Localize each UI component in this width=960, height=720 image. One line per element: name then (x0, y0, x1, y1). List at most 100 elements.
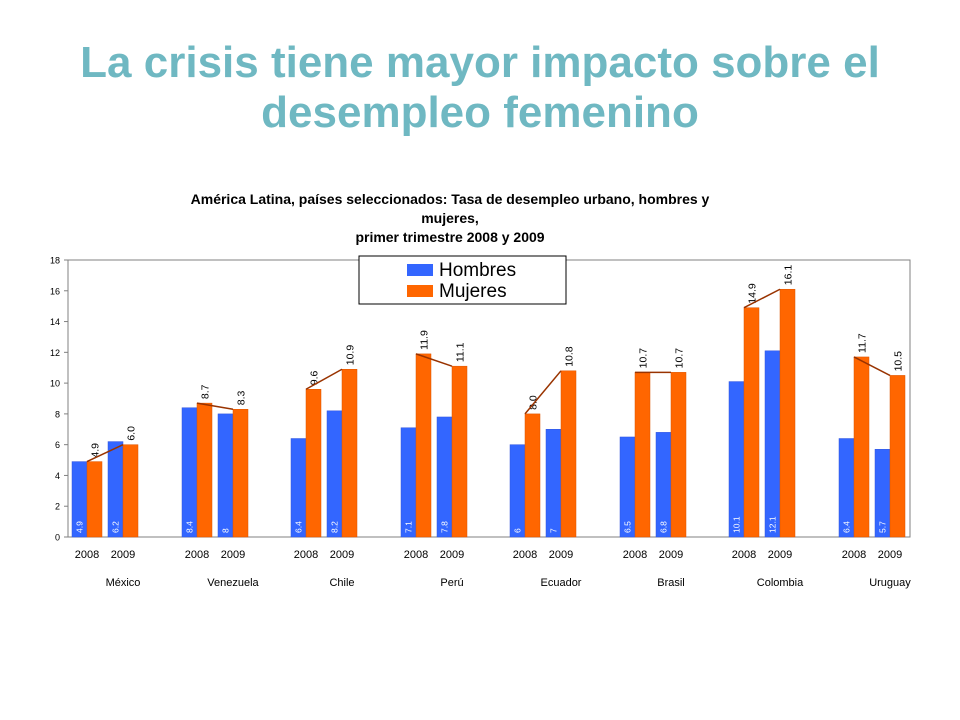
data-label-hombres: 6.4 (842, 521, 852, 533)
slide-title-line-2: desempleo femenino (261, 88, 699, 137)
legend-label-hombres: Hombres (439, 260, 516, 281)
x-country-label: Venezuela (207, 577, 259, 589)
trend-line-mujeres (196, 402, 234, 411)
bar-hombres (545, 429, 562, 538)
x-year-label: 2009 (330, 549, 354, 561)
data-label-mujeres: 10.8 (564, 346, 576, 367)
bar-mujeres (889, 375, 906, 538)
trend-line-mujeres (415, 353, 453, 367)
x-country-label: México (106, 577, 141, 589)
data-label-hombres: 8.2 (330, 521, 340, 533)
y-tick-label: 4 (55, 471, 60, 481)
data-label-mujeres: 10.9 (345, 345, 357, 366)
x-year-label: 2008 (842, 549, 866, 561)
trend-line-mujeres (743, 288, 781, 309)
data-label-mujeres: 16.1 (783, 265, 795, 286)
data-label-hombres: 12.1 (768, 516, 778, 533)
bar-mujeres (232, 409, 249, 538)
y-tick-label: 12 (50, 348, 60, 358)
data-label-hombres: 7.1 (404, 521, 414, 533)
data-label-hombres: 7 (549, 528, 559, 533)
bar-mujeres (743, 307, 760, 538)
x-year-label: 2008 (513, 549, 537, 561)
x-year-label: 2009 (221, 549, 245, 561)
trend-line-mujeres (86, 443, 124, 463)
bar-mujeres (415, 353, 432, 538)
bar-mujeres (779, 288, 796, 538)
bar-mujeres (451, 365, 468, 538)
bar-mujeres (341, 369, 358, 538)
bar-hombres (217, 413, 234, 538)
x-country-label: Ecuador (541, 577, 582, 589)
y-tick-label: 2 (55, 502, 60, 512)
y-tick-label: 10 (50, 379, 60, 389)
x-year-label: 2008 (404, 549, 428, 561)
data-label-hombres: 6.2 (111, 521, 121, 533)
data-label-hombres: 7.8 (440, 521, 450, 533)
bar-mujeres (853, 356, 870, 538)
data-label-mujeres: 8.3 (236, 391, 248, 406)
chart-title-line-2: mujeres, (421, 210, 479, 226)
y-tick-label: 18 (50, 256, 60, 266)
data-label-hombres: 4.9 (75, 521, 85, 533)
bar-mujeres (305, 389, 322, 538)
legend-box (358, 255, 567, 305)
x-year-label: 2009 (768, 549, 792, 561)
data-label-mujeres: 8.7 (200, 384, 212, 399)
data-label-mujeres: 10.7 (674, 348, 686, 369)
legend-label-mujeres: Mujeres (439, 281, 507, 302)
y-tick-label: 8 (55, 409, 60, 419)
chart-title-line-1: América Latina, países seleccionados: Ta… (190, 191, 710, 207)
data-label-hombres: 6 (513, 528, 523, 533)
chart-title-line-3: primer trimestre 2008 y 2009 (355, 229, 545, 245)
slide-title: La crisis tiene mayor impacto sobre el d… (0, 38, 960, 138)
bar-mujeres (196, 402, 213, 538)
bar-mujeres (634, 372, 651, 538)
slide-title-line-1: La crisis tiene mayor impacto sobre el (80, 38, 880, 87)
x-country-label: Chile (329, 577, 354, 589)
bar-hombres (326, 410, 343, 538)
bar-hombres (436, 416, 453, 538)
bar-hombres (764, 350, 781, 538)
data-label-mujeres: 9.6 (309, 371, 321, 386)
legend-swatch-mujeres (407, 285, 433, 297)
x-year-label: 2009 (659, 549, 683, 561)
bar-mujeres (86, 461, 103, 538)
data-label-hombres: 10.1 (732, 516, 742, 533)
data-label-mujeres: 10.5 (893, 351, 905, 372)
data-label-mujeres: 11.9 (419, 330, 431, 350)
x-year-label: 2008 (75, 549, 99, 561)
data-label-hombres: 8.4 (185, 521, 195, 533)
x-country-label: Perú (440, 577, 463, 589)
data-label-mujeres: 6.0 (126, 426, 138, 441)
y-tick-label: 6 (55, 440, 60, 450)
data-label-mujeres: 10.7 (638, 348, 650, 369)
data-label-hombres: 6.5 (623, 521, 633, 533)
bar-mujeres (524, 413, 541, 538)
x-year-label: 2008 (623, 549, 647, 561)
chart-title: América Latina, países seleccionados: Ta… (150, 190, 750, 247)
bar-mujeres (560, 370, 577, 538)
data-label-hombres: 5.7 (878, 521, 888, 533)
trend-line-mujeres (853, 356, 891, 377)
data-label-mujeres: 11.7 (857, 333, 869, 353)
y-tick-label: 0 (55, 533, 60, 543)
x-country-label: Colombia (757, 577, 804, 589)
trend-line-mujeres (305, 368, 343, 390)
x-year-label: 2009 (111, 549, 135, 561)
x-country-label: Uruguay (869, 577, 911, 589)
x-year-label: 2008 (185, 549, 209, 561)
y-tick-label: 16 (50, 286, 60, 296)
bar-mujeres (122, 444, 139, 538)
trend-line-mujeres (524, 370, 562, 415)
y-tick-label: 14 (50, 317, 60, 327)
legend-swatch-hombres (407, 264, 433, 276)
x-year-label: 2008 (732, 549, 756, 561)
data-label-mujeres: 11.1 (455, 342, 467, 362)
data-label-mujeres: 4.9 (90, 443, 102, 458)
bar-mujeres (670, 372, 687, 538)
bar-hombres (509, 444, 526, 538)
x-year-label: 2009 (878, 549, 902, 561)
bar-hombres (400, 427, 417, 538)
data-label-hombres: 6.4 (294, 521, 304, 533)
